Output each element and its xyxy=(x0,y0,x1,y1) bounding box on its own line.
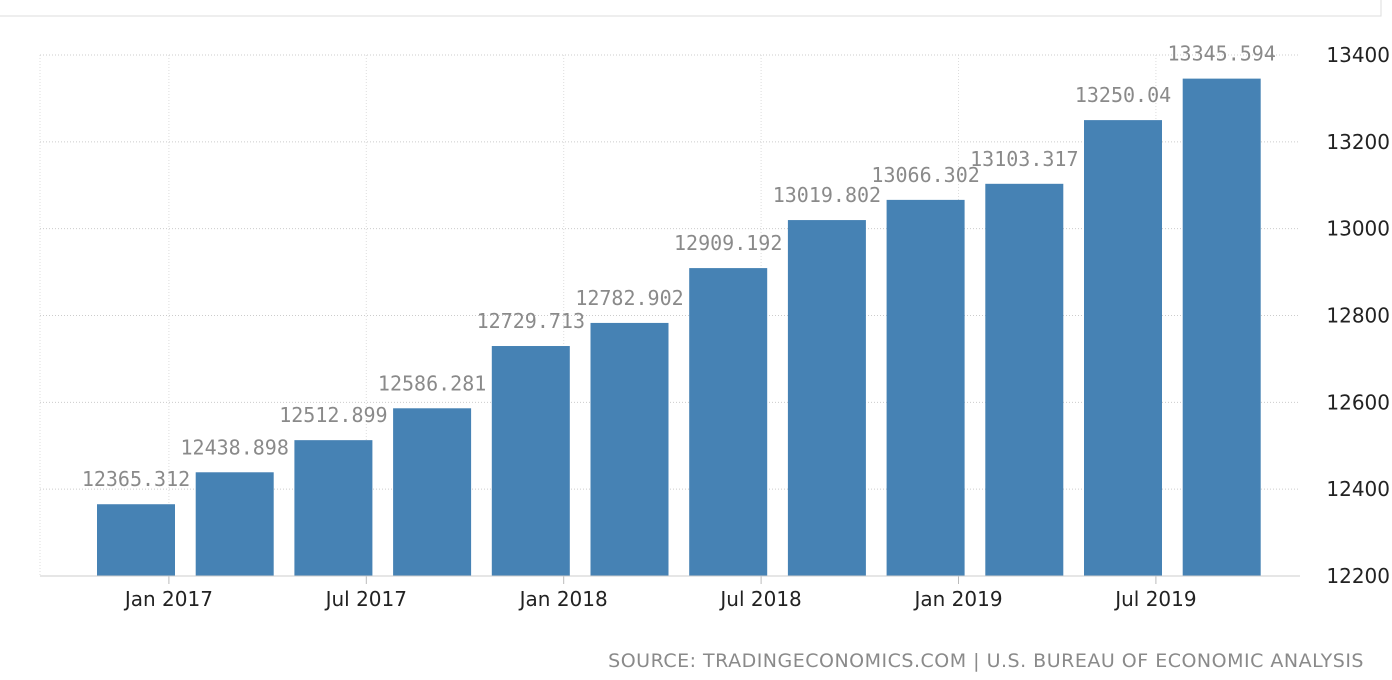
y-tick-label: 12600 xyxy=(1326,390,1390,414)
y-tick-label: 12200 xyxy=(1326,564,1390,588)
y-tick-label: 12800 xyxy=(1326,304,1390,328)
x-tick-label: Jul 2019 xyxy=(1113,587,1196,611)
value-label: 13066.302 xyxy=(871,163,979,187)
value-label: 12586.281 xyxy=(378,371,486,395)
value-label: 13019.802 xyxy=(773,183,881,207)
y-tick-label: 12400 xyxy=(1326,477,1390,501)
x-tick-label: Jul 2017 xyxy=(324,587,407,611)
bar xyxy=(689,268,768,576)
bar xyxy=(1182,78,1261,576)
bar xyxy=(393,408,472,576)
value-label: 12438.898 xyxy=(181,435,289,459)
bar xyxy=(195,472,274,576)
value-label: 13103.317 xyxy=(970,147,1078,171)
value-label: 13345.594 xyxy=(1168,42,1276,66)
x-tick-label: Jan 2017 xyxy=(123,587,213,611)
y-tick-label: 13000 xyxy=(1326,217,1390,241)
value-label: 12365.312 xyxy=(82,467,190,491)
source: SOURCE: TRADINGECONOMICS.COM | U.S. BURE… xyxy=(608,650,1364,672)
value-label: 12729.713 xyxy=(477,309,585,333)
bar xyxy=(590,322,669,576)
bar xyxy=(97,504,175,576)
bar xyxy=(787,220,866,576)
value-label: 13250.04 xyxy=(1075,83,1171,107)
value-label: 12782.902 xyxy=(575,286,683,310)
bar xyxy=(985,183,1064,576)
bar xyxy=(1084,120,1162,576)
y-tick-label: 13200 xyxy=(1326,130,1390,154)
value-label: 12909.192 xyxy=(674,231,782,255)
y-tick-label: 13400 xyxy=(1326,43,1390,67)
x-tick-label: Jan 2018 xyxy=(518,587,608,611)
bar xyxy=(491,346,570,576)
x-tick-label: Jan 2019 xyxy=(912,587,1002,611)
top-frame xyxy=(0,0,1382,17)
bar xyxy=(294,440,373,576)
bar xyxy=(886,199,965,576)
x-tick-label: Jul 2018 xyxy=(718,587,801,611)
value-label: 12512.899 xyxy=(279,403,387,427)
